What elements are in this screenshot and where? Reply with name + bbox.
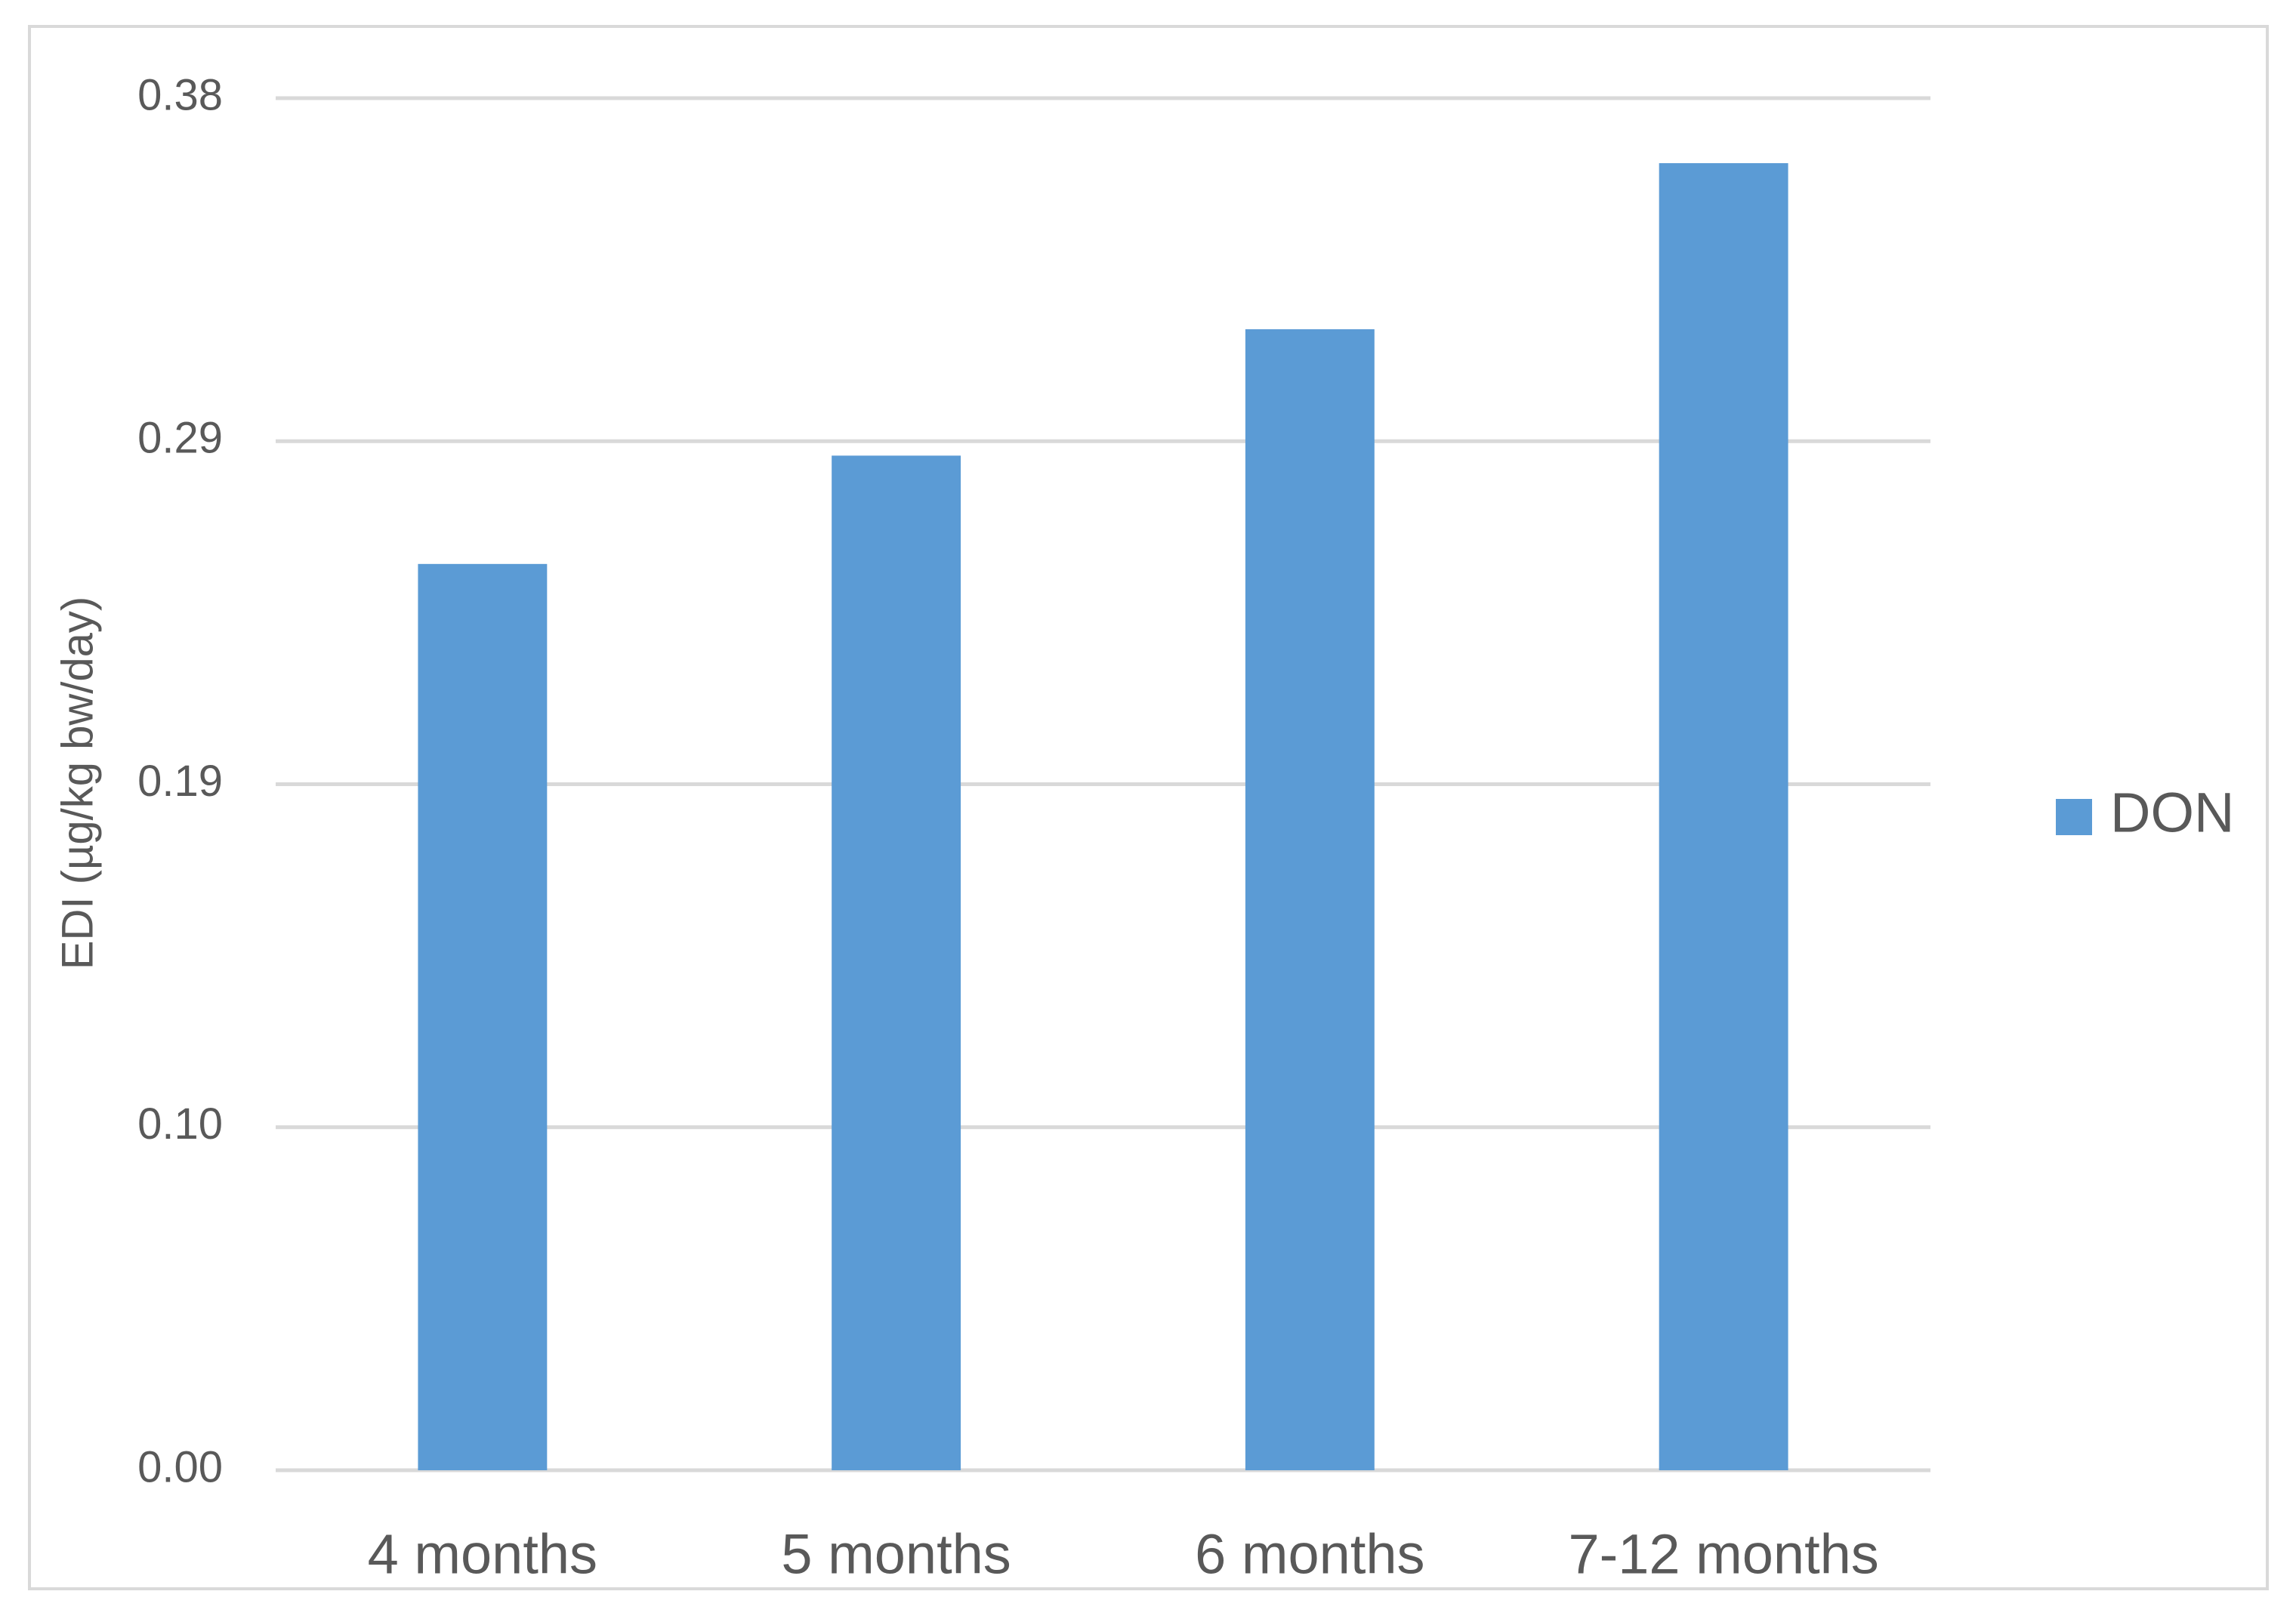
bar: [1659, 163, 1788, 1471]
legend-label: DON: [2110, 782, 2234, 844]
x-tick-label: 4 months: [368, 1523, 597, 1586]
x-tick-label: 7-12 months: [1568, 1523, 1878, 1586]
legend-swatch: [2056, 799, 2092, 835]
y-axis-title: EDI (µg/kg bw/day): [53, 597, 102, 970]
y-tick-label: 0.00: [137, 1442, 223, 1491]
bar: [832, 455, 961, 1470]
x-tick-label: 6 months: [1195, 1523, 1424, 1586]
chart-border: [28, 25, 2269, 1590]
y-tick-label: 0.10: [137, 1099, 223, 1149]
bar: [418, 563, 548, 1470]
bar: [1245, 329, 1375, 1471]
y-tick-label: 0.19: [137, 757, 223, 806]
y-tick-label: 0.38: [137, 70, 223, 119]
x-tick-label: 5 months: [781, 1523, 1011, 1586]
y-tick-label: 0.29: [137, 414, 223, 463]
